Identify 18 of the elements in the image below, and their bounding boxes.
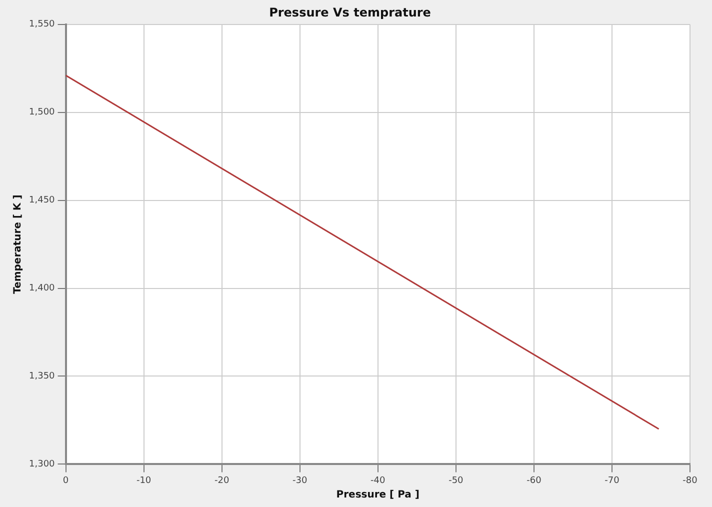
- chart-title: Pressure Vs temprature: [269, 5, 431, 20]
- y-tick-label: 1,550: [29, 20, 56, 30]
- y-tick-label: 1,300: [29, 460, 56, 470]
- x-tick-label: -50: [448, 476, 464, 486]
- y-tick-label: 1,350: [29, 372, 56, 382]
- x-tick-label: -70: [604, 476, 620, 486]
- x-tick-label: -80: [682, 476, 698, 486]
- x-tick-label: -10: [136, 476, 152, 486]
- x-tick-label: 0: [62, 476, 69, 486]
- y-tick-label: 1,500: [29, 108, 56, 118]
- y-axis-title: Temperature [ K ]: [12, 194, 24, 294]
- x-tick-label: -60: [526, 476, 542, 486]
- y-tick-label: 1,400: [29, 284, 56, 294]
- x-tick-label: -30: [292, 476, 308, 486]
- x-axis-title: Pressure [ Pa ]: [336, 490, 420, 501]
- x-tick-label: -20: [214, 476, 230, 486]
- x-tick-label: -40: [370, 476, 386, 486]
- y-tick-label: 1,450: [29, 196, 56, 206]
